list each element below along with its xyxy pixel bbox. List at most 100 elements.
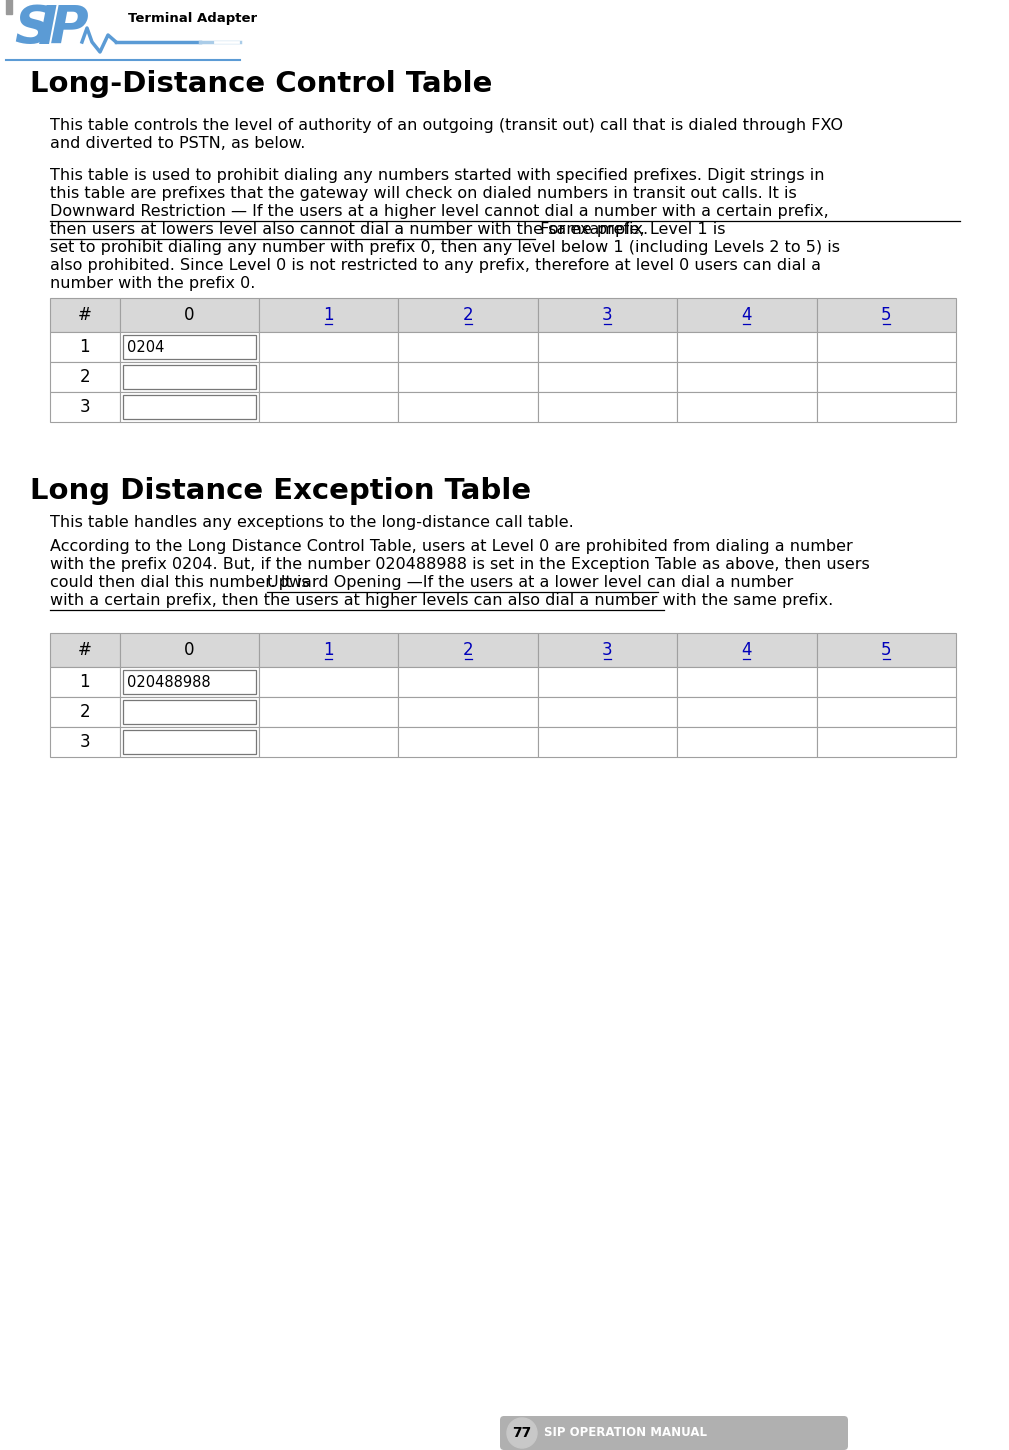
- Bar: [123, 670, 256, 695]
- Bar: [538, 697, 677, 726]
- Bar: [538, 726, 677, 757]
- Text: 2: 2: [80, 703, 90, 721]
- Bar: [538, 392, 677, 422]
- Text: number with the prefix 0.: number with the prefix 0.: [50, 276, 255, 291]
- Bar: [123, 335, 256, 360]
- Text: and diverted to PSTN, as below.: and diverted to PSTN, as below.: [50, 136, 306, 151]
- Bar: [50, 362, 120, 392]
- Bar: [677, 667, 816, 697]
- Text: 1: 1: [80, 338, 90, 357]
- Bar: [259, 362, 399, 392]
- Text: 4: 4: [742, 641, 752, 658]
- Text: set to prohibit dialing any number with prefix 0, then any level below 1 (includ: set to prohibit dialing any number with …: [50, 241, 840, 255]
- Text: could then dial this number. It is: could then dial this number. It is: [50, 576, 315, 590]
- Bar: [50, 697, 120, 726]
- Bar: [120, 697, 259, 726]
- Bar: [677, 332, 816, 362]
- Bar: [677, 299, 816, 332]
- Text: 3: 3: [602, 306, 612, 323]
- Bar: [120, 634, 259, 667]
- Bar: [50, 392, 120, 422]
- Text: I: I: [38, 3, 58, 55]
- Bar: [399, 667, 538, 697]
- Bar: [816, 726, 956, 757]
- Bar: [816, 362, 956, 392]
- Bar: [677, 392, 816, 422]
- Bar: [816, 299, 956, 332]
- Bar: [120, 667, 259, 697]
- Bar: [399, 332, 538, 362]
- Bar: [123, 394, 256, 419]
- Text: 1: 1: [80, 673, 90, 692]
- Bar: [50, 332, 120, 362]
- Text: For example, Level 1 is: For example, Level 1 is: [535, 222, 725, 236]
- Bar: [399, 362, 538, 392]
- Text: Long Distance Exception Table: Long Distance Exception Table: [30, 477, 531, 505]
- Bar: [677, 362, 816, 392]
- Bar: [677, 697, 816, 726]
- Bar: [259, 634, 399, 667]
- Bar: [120, 392, 259, 422]
- Text: This table handles any exceptions to the long-distance call table.: This table handles any exceptions to the…: [50, 515, 574, 531]
- Text: 5: 5: [881, 641, 892, 658]
- Circle shape: [507, 1418, 537, 1449]
- Text: 2: 2: [463, 641, 473, 658]
- Text: Upward Opening —If the users at a lower level can dial a number: Upward Opening —If the users at a lower …: [267, 576, 793, 590]
- Bar: [123, 729, 256, 754]
- Bar: [259, 392, 399, 422]
- Bar: [677, 726, 816, 757]
- Bar: [120, 299, 259, 332]
- Bar: [538, 362, 677, 392]
- Text: #: #: [78, 306, 92, 323]
- Text: this table are prefixes that the gateway will check on dialed numbers in transit: this table are prefixes that the gateway…: [50, 186, 797, 202]
- Bar: [50, 299, 120, 332]
- FancyBboxPatch shape: [500, 1417, 848, 1450]
- Text: This table controls the level of authority of an outgoing (transit out) call tha: This table controls the level of authori…: [50, 117, 843, 133]
- Bar: [259, 299, 399, 332]
- Text: 5: 5: [881, 306, 892, 323]
- Bar: [816, 332, 956, 362]
- Text: This table is used to prohibit dialing any numbers started with specified prefix: This table is used to prohibit dialing a…: [50, 168, 824, 183]
- Text: 4: 4: [742, 306, 752, 323]
- Text: 020488988: 020488988: [127, 674, 210, 690]
- Bar: [399, 726, 538, 757]
- Bar: [259, 332, 399, 362]
- Bar: [120, 332, 259, 362]
- Bar: [120, 726, 259, 757]
- Text: 77: 77: [513, 1425, 532, 1440]
- Bar: [50, 634, 120, 667]
- Bar: [816, 634, 956, 667]
- Text: 1: 1: [324, 306, 334, 323]
- Bar: [816, 392, 956, 422]
- Bar: [6, 0, 12, 14]
- Text: 0204: 0204: [127, 339, 164, 354]
- Text: then users at lowers level also cannot dial a number with the same prefix.: then users at lowers level also cannot d…: [50, 222, 648, 236]
- Bar: [399, 392, 538, 422]
- Text: 3: 3: [602, 641, 612, 658]
- Bar: [538, 332, 677, 362]
- Text: 2: 2: [80, 368, 90, 386]
- Text: S: S: [14, 3, 52, 55]
- Bar: [538, 667, 677, 697]
- Bar: [120, 362, 259, 392]
- Bar: [123, 700, 256, 724]
- Text: with a certain prefix, then the users at higher levels can also dial a number wi: with a certain prefix, then the users at…: [50, 593, 833, 608]
- Bar: [399, 299, 538, 332]
- Bar: [259, 667, 399, 697]
- Text: 0: 0: [184, 641, 195, 658]
- Bar: [399, 634, 538, 667]
- Bar: [399, 697, 538, 726]
- Text: P: P: [50, 3, 89, 55]
- Bar: [259, 697, 399, 726]
- Bar: [816, 697, 956, 726]
- Text: According to the Long Distance Control Table, users at Level 0 are prohibited fr: According to the Long Distance Control T…: [50, 539, 853, 554]
- Text: Terminal Adapter: Terminal Adapter: [128, 12, 257, 25]
- Text: 3: 3: [80, 397, 90, 416]
- Text: 1: 1: [324, 641, 334, 658]
- Text: also prohibited. Since Level 0 is not restricted to any prefix, therefore at lev: also prohibited. Since Level 0 is not re…: [50, 258, 821, 273]
- Text: with the prefix 0204. But, if the number 020488988 is set in the Exception Table: with the prefix 0204. But, if the number…: [50, 557, 870, 571]
- Text: #: #: [78, 641, 92, 658]
- Text: 2: 2: [463, 306, 473, 323]
- Bar: [259, 726, 399, 757]
- Bar: [677, 634, 816, 667]
